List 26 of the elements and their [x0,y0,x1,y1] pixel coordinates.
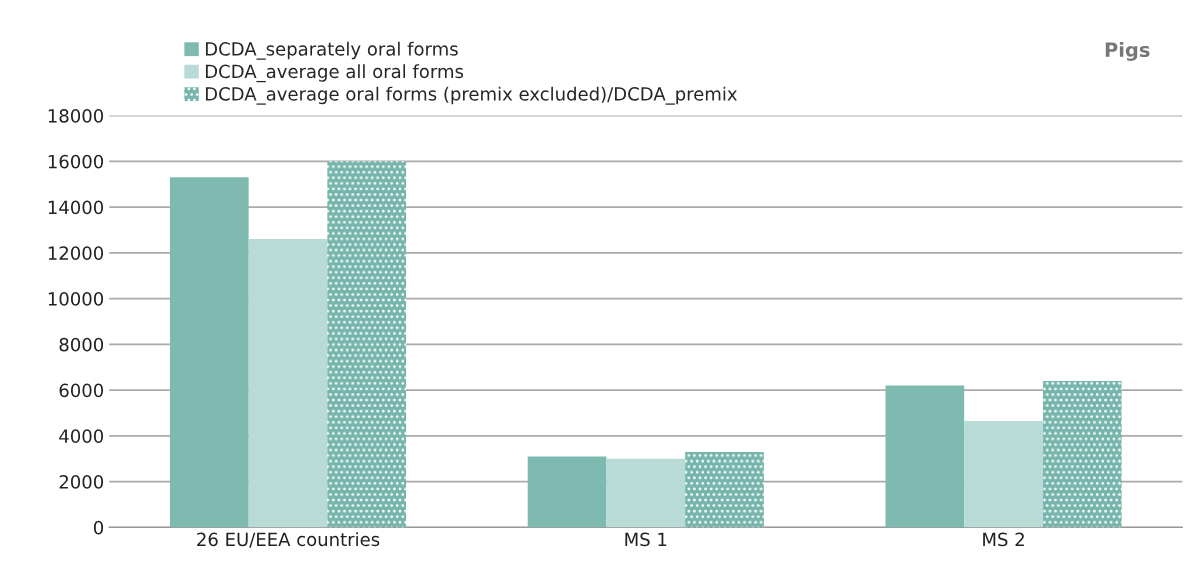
y-tick-label: 10000 [48,292,104,306]
legend-label: DCDA_separately oral forms [205,41,458,60]
bar [248,239,328,528]
legend-label: DCDA_average oral forms (premix excluded)/DCDA_premix [205,86,737,105]
legend-label: DCDA_average all oral forms [205,64,464,83]
y-tick-label: 2000 [59,475,104,489]
y-tick-label: 6000 [59,383,104,398]
y-tick-label: 18000 [48,109,104,123]
y-tick-label: 0 [93,520,104,535]
x-tick-label: 26 EU/EEA countries [197,532,380,548]
bar [527,456,607,528]
y-tick-label: 16000 [48,154,104,169]
bar [327,161,407,528]
bar [685,451,764,528]
x-tick-label: MS 1 [625,532,667,547]
y-tick-label: 4000 [59,429,104,443]
bar [606,458,686,528]
bar [1042,380,1122,528]
x-tick-label: MS 2 [983,532,1024,547]
bar [169,177,249,528]
chart-title: Pigs [1105,41,1150,61]
y-tick-label: 12000 [48,246,104,260]
bar [885,385,965,528]
y-tick-label: 8000 [59,337,104,352]
bar [964,420,1043,528]
y-tick-label: 14000 [48,200,104,215]
